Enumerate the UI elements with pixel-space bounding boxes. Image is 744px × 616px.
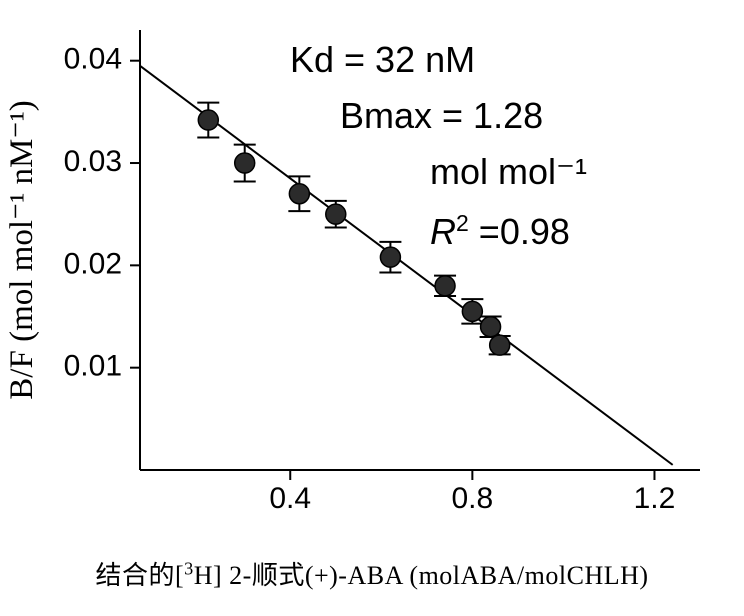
data-point <box>235 153 255 173</box>
data-point <box>198 110 218 130</box>
x-axis-caption-prefix: 结合的[ <box>95 561 184 590</box>
data-point <box>481 317 501 337</box>
y-tick-label: 0.04 <box>64 43 122 76</box>
x-tick-label: 0.8 <box>451 482 493 515</box>
x-axis-caption-sup: 3 <box>184 558 194 578</box>
scatchard-chart: 0.01 0.02 0.03 0.04 0.4 0.8 1.2 B/F (mol mol⁻¹ … <box>0 0 744 616</box>
data-point <box>490 335 510 355</box>
x-tick-label: 0.4 <box>269 482 311 515</box>
annotation-kd: Kd = 32 nM <box>290 39 475 80</box>
x-axis-caption-rest: H] 2-顺式(+)-ABA (molABA/molCHLH) <box>194 561 649 590</box>
data-point <box>380 247 400 267</box>
y-tick-label: 0.02 <box>64 247 122 280</box>
annotation-unit: mol mol⁻¹ <box>430 151 587 192</box>
x-tick-label: 1.2 <box>634 482 676 515</box>
annotation-r2: R2 =0.98 <box>430 210 570 252</box>
x-axis-caption: 结合的[3H] 2-顺式(+)-ABA (molABA/molCHLH) <box>0 555 744 592</box>
data-point <box>462 301 482 321</box>
chart-svg: 0.01 0.02 0.03 0.04 0.4 0.8 1.2 B/F (mol mol⁻¹ … <box>0 0 744 616</box>
data-point <box>435 276 455 296</box>
y-tick-label: 0.01 <box>64 350 122 383</box>
data-point <box>326 204 346 224</box>
y-axis-label: B/F (mol mol⁻¹ nM⁻¹) <box>4 100 40 399</box>
data-point <box>289 184 309 204</box>
annotation-bmax: Bmax = 1.28 <box>340 95 543 136</box>
y-tick-label: 0.03 <box>64 145 122 178</box>
